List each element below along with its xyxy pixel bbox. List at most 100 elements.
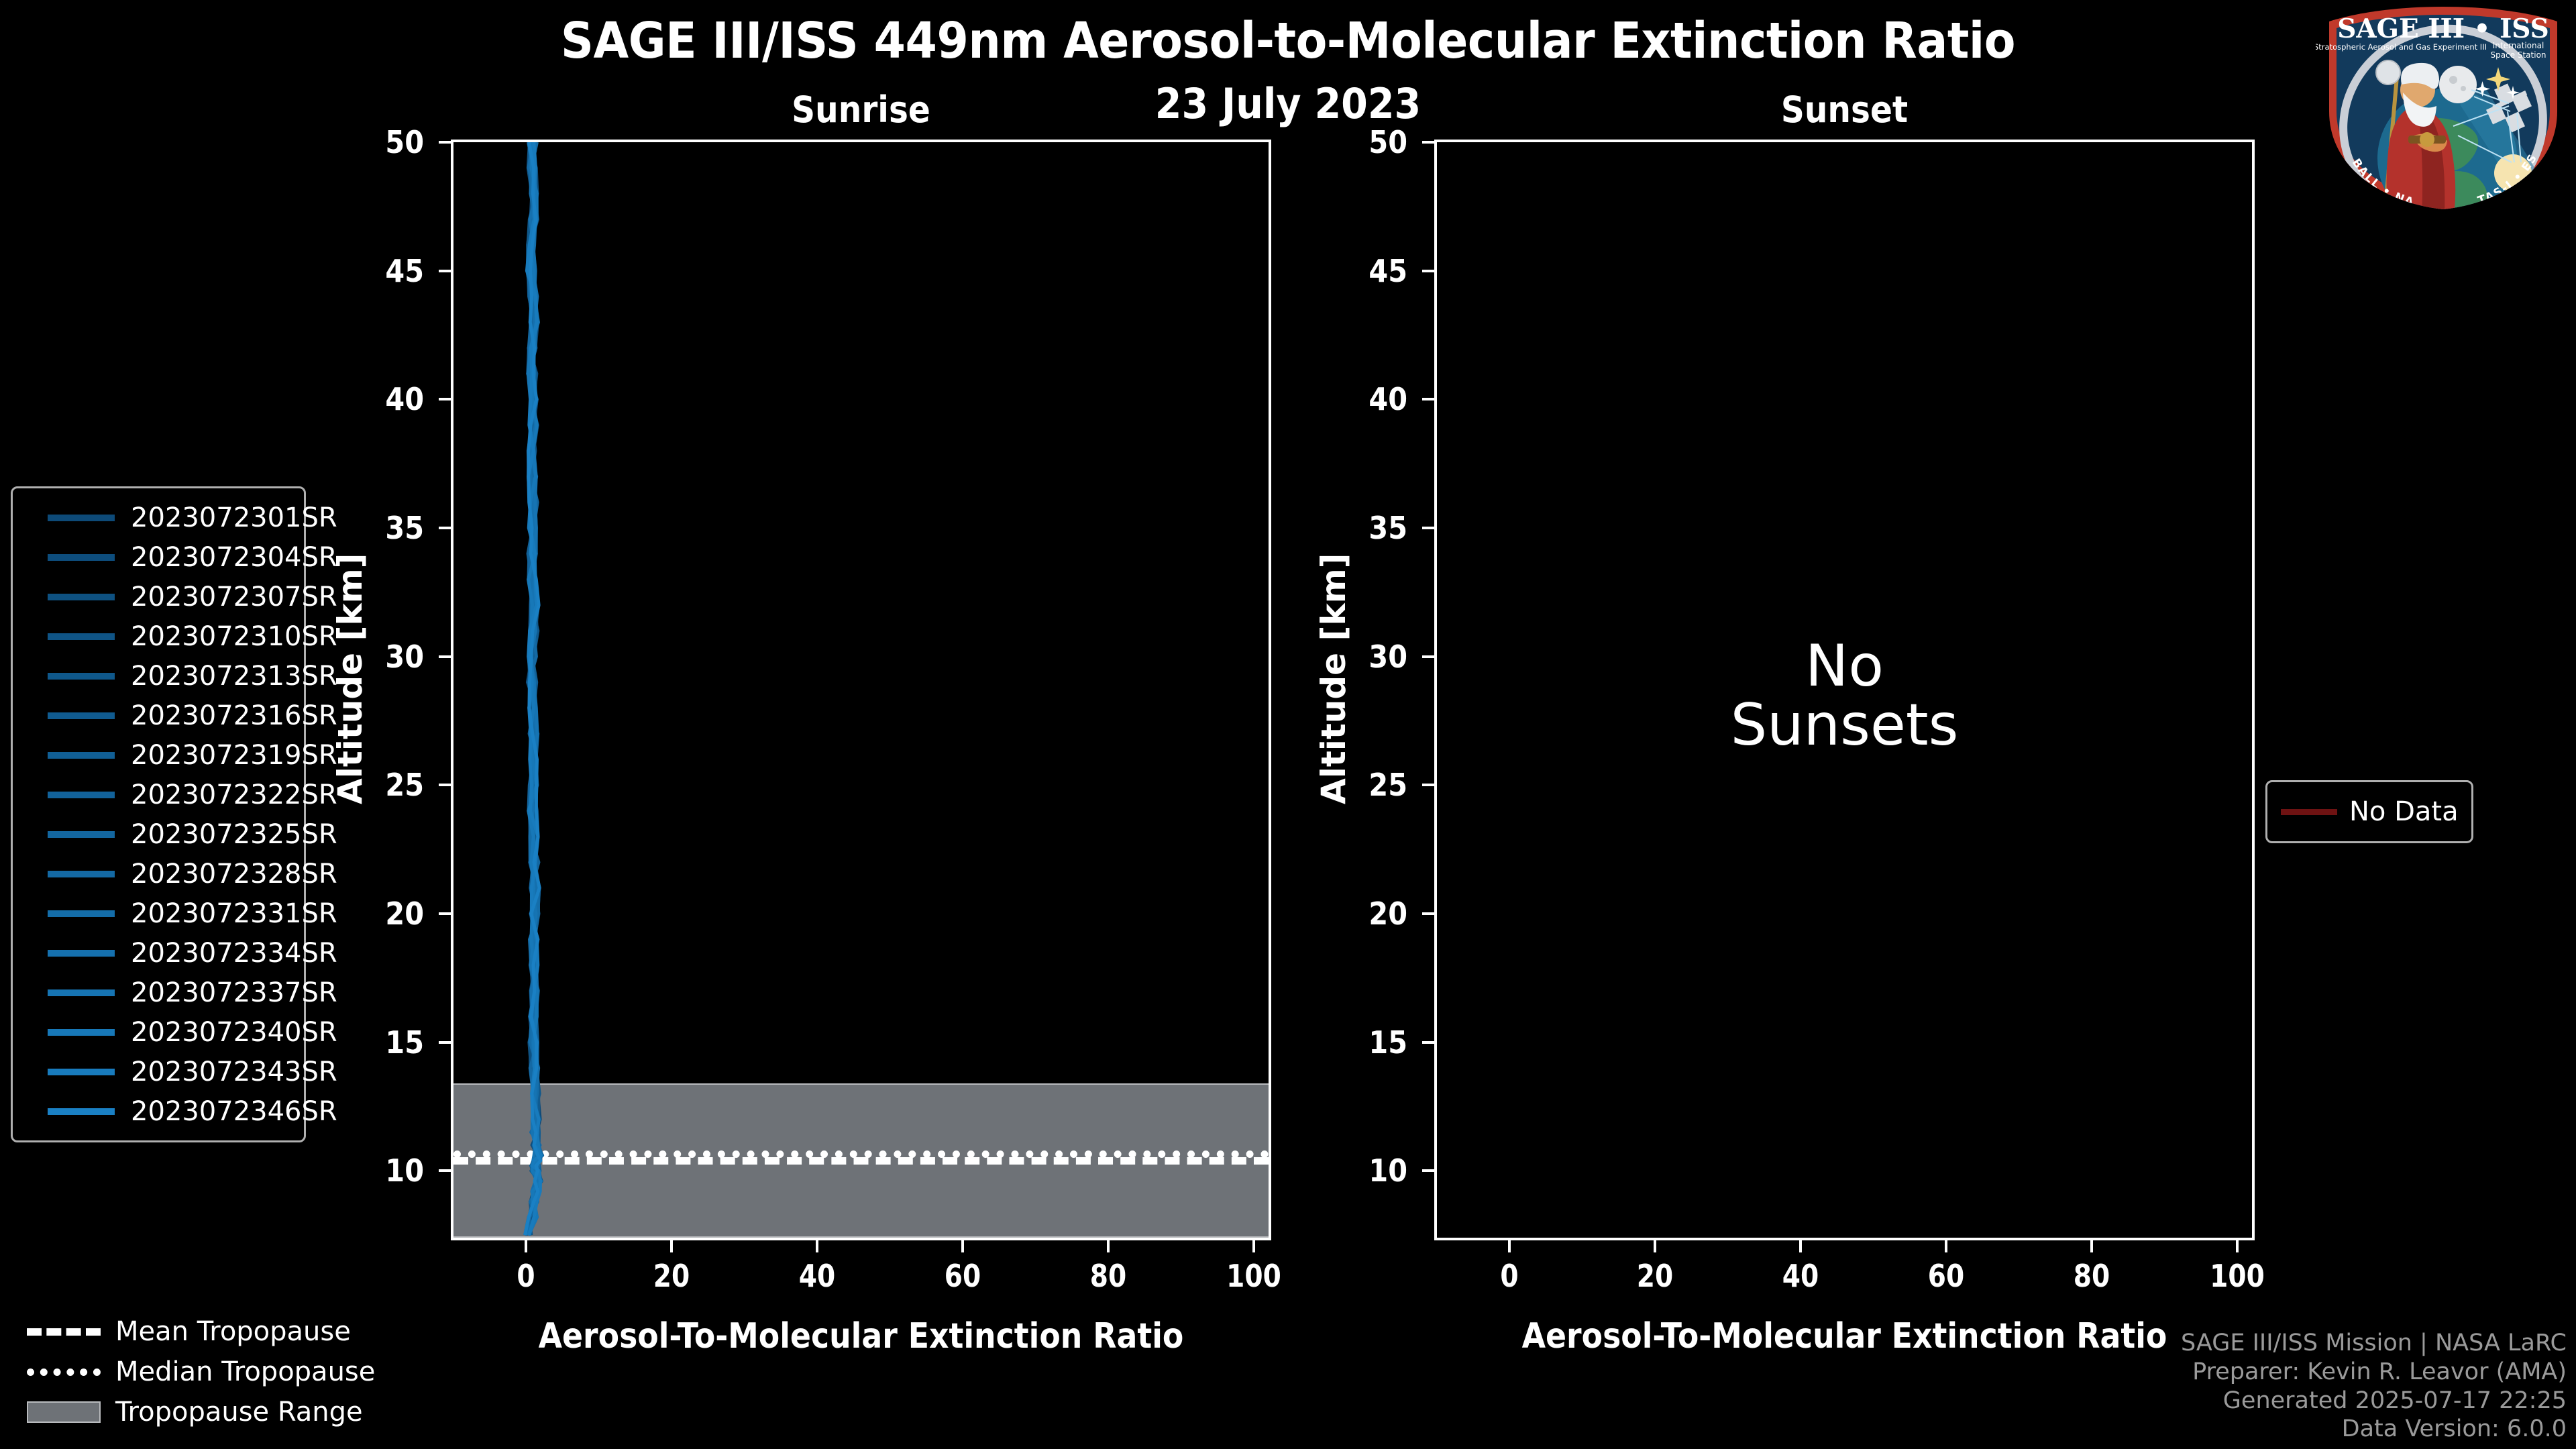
y-tick-mark xyxy=(1422,1169,1434,1173)
legend-item-profile[interactable]: 2023072328SR xyxy=(13,854,337,894)
y-tick-mark xyxy=(1422,912,1434,915)
profile-legend-label: 2023072301SR xyxy=(131,502,337,533)
median-tropopause-swatch xyxy=(27,1364,101,1380)
y-tick-mark xyxy=(439,1169,451,1173)
y-tick-label: 10 xyxy=(1368,1152,1407,1189)
swatch-art xyxy=(27,1368,101,1376)
profile-trace xyxy=(525,142,543,1236)
profile-legend-label: 2023072328SR xyxy=(131,858,337,890)
patch-subtitle-right-2: Space Station xyxy=(2490,50,2546,60)
y-tick-label: 20 xyxy=(385,896,424,932)
profile-legend-label: 2023072325SR xyxy=(131,818,337,850)
y-tick-label: 35 xyxy=(1368,510,1407,546)
profile-legend-label: 2023072307SR xyxy=(131,581,337,612)
sunrise-plot-axes xyxy=(451,140,1271,1240)
legend-item-profile[interactable]: 2023072301SR xyxy=(13,498,337,537)
sage-iii-iss-mission-patch-icon: BALL • NASA TAS-I • ESA SAGE III • ISS S… xyxy=(2316,7,2557,209)
profile-line-swatch xyxy=(48,1108,115,1115)
x-tick-label: 100 xyxy=(1226,1258,1282,1294)
profile-legend-label: 2023072310SR xyxy=(131,621,337,652)
profile-legend-label: 2023072322SR xyxy=(131,779,337,810)
profile-line-swatch xyxy=(48,593,115,600)
profile-legend-label: 2023072343SR xyxy=(131,1056,337,1087)
tropopause-key-item: Mean Tropopause xyxy=(9,1311,425,1352)
no-data-legend-label: No Data xyxy=(2349,796,2459,827)
legend-item-profile[interactable]: 2023072310SR xyxy=(13,616,337,656)
patch-figure xyxy=(2375,60,2456,209)
credit-line-generated: Generated 2025-07-17 22:25 xyxy=(2222,1387,2567,1414)
y-tick-mark xyxy=(439,398,451,401)
swatch-art xyxy=(27,1401,101,1423)
x-tick-mark xyxy=(816,1240,819,1252)
profile-line-swatch xyxy=(48,791,115,798)
y-tick-mark xyxy=(439,269,451,272)
profile-line-swatch xyxy=(48,633,115,640)
profile-legend-label: 2023072340SR xyxy=(131,1016,337,1048)
legend-item-profile[interactable]: 2023072343SR xyxy=(13,1052,337,1091)
tropopause-key: Mean Tropopause Median Tropopause Tropopau… xyxy=(9,1311,425,1432)
legend-item-profile[interactable]: 2023072325SR xyxy=(13,814,337,854)
patch-sight-lines xyxy=(2453,89,2522,163)
legend-item-profile[interactable]: 2023072322SR xyxy=(13,775,337,814)
tropopause-key-item: Median Tropopause xyxy=(9,1352,425,1392)
no-data-line-swatch xyxy=(2281,808,2337,815)
profile-legend-label: 2023072346SR xyxy=(131,1095,337,1127)
y-tick-label: 30 xyxy=(385,638,424,675)
credit-line-preparer: Preparer: Kevin R. Leavor (AMA) xyxy=(2192,1358,2567,1385)
tropopause-key-label: Median Tropopause xyxy=(115,1356,376,1387)
sunrise-panel-title: Sunrise xyxy=(792,89,930,131)
x-tick-mark xyxy=(670,1240,674,1252)
tropopause-key-label: Mean Tropopause xyxy=(115,1316,351,1347)
y-tick-label: 45 xyxy=(1368,252,1407,289)
legend-item-profile[interactable]: 2023072304SR xyxy=(13,537,337,577)
y-tick-mark xyxy=(439,784,451,787)
x-tick-label: 0 xyxy=(1500,1258,1519,1294)
patch-subtitle-left: Stratospheric Aerosol and Gas Experiment… xyxy=(2316,42,2487,52)
patch-moon xyxy=(2439,66,2477,103)
x-tick-mark xyxy=(1252,1240,1256,1252)
sunrise-plot-area xyxy=(453,142,1269,1238)
profile-line-swatch xyxy=(48,949,115,957)
y-tick-mark xyxy=(439,912,451,915)
x-tick-mark xyxy=(1508,1240,1511,1252)
x-tick-mark xyxy=(1799,1240,1803,1252)
y-tick-label: 15 xyxy=(385,1024,424,1061)
y-tick-label: 50 xyxy=(1368,124,1407,160)
y-tick-label: 10 xyxy=(385,1152,424,1189)
legend-item-profile[interactable]: 2023072319SR xyxy=(13,735,337,775)
y-tick-label: 25 xyxy=(1368,767,1407,804)
x-tick-mark xyxy=(1654,1240,1657,1252)
y-tick-mark xyxy=(439,655,451,658)
y-tick-label: 50 xyxy=(385,124,424,160)
profile-line-swatch xyxy=(48,712,115,719)
y-tick-label: 15 xyxy=(1368,1024,1407,1061)
legend-item-no-data[interactable]: No Data xyxy=(2267,792,2471,832)
no-sunsets-line-1: No xyxy=(1805,633,1884,700)
legend-item-profile[interactable]: 2023072316SR xyxy=(13,696,337,735)
legend-item-profile[interactable]: 2023072307SR xyxy=(13,577,337,616)
profile-line-swatch xyxy=(48,989,115,996)
profile-legend-label: 2023072331SR xyxy=(131,898,337,929)
legend-item-profile[interactable]: 2023072346SR xyxy=(13,1091,337,1131)
legend-item-profile[interactable]: 2023072331SR xyxy=(13,894,337,933)
sunset-panel-title: Sunset xyxy=(1780,89,1909,131)
sunset-x-axis-label: Aerosol-To-Molecular Extinction Ratio xyxy=(1521,1316,2167,1356)
profile-legend-label: 2023072319SR xyxy=(131,739,337,771)
legend-item-profile[interactable]: 2023072313SR xyxy=(13,656,337,696)
legend-item-profile[interactable]: 2023072340SR xyxy=(13,1012,337,1052)
y-tick-label: 30 xyxy=(1368,638,1407,675)
profile-legend[interactable]: 2023072301SR 2023072304SR 2023072307SR 2023… xyxy=(11,486,337,1142)
no-sunsets-annotation: No Sunsets xyxy=(1434,637,2255,755)
page-title: SAGE III/ISS 449nm Aerosol-to-Molecular … xyxy=(560,12,2016,70)
tropopause-key-item: Tropopause Range xyxy=(9,1392,425,1432)
profile-legend-label: 2023072304SR xyxy=(131,541,337,573)
legend-item-profile[interactable]: 2023072334SR xyxy=(13,933,337,973)
y-tick-label: 45 xyxy=(385,252,424,289)
profile-line-swatch xyxy=(48,514,115,521)
no-data-legend[interactable]: No Data xyxy=(2265,780,2473,843)
y-tick-mark xyxy=(1422,141,1434,144)
patch-wordmark: SAGE III • ISS xyxy=(2337,13,2549,44)
profile-trace xyxy=(523,142,543,1236)
legend-item-profile[interactable]: 2023072337SR xyxy=(13,973,337,1012)
x-tick-label: 0 xyxy=(517,1258,536,1294)
